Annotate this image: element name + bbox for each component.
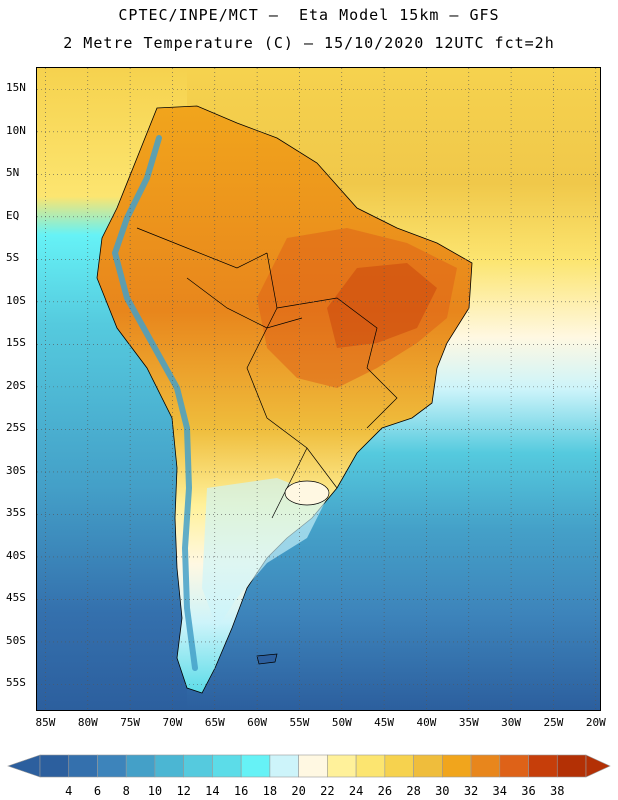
colorbar-tick-label: 28 (406, 784, 421, 798)
colorbar-cell (269, 754, 299, 778)
colorbar-cell (442, 754, 472, 778)
central-hot-core (327, 263, 437, 348)
longitude-label: 60W (247, 716, 268, 729)
colorbar-tick-label: 30 (435, 784, 450, 798)
colorbar-cell (470, 754, 501, 778)
latitude-label: 15S (6, 336, 26, 350)
uruguay-cool-patch (284, 480, 330, 506)
colorbar-cell (298, 754, 328, 778)
colorbar-tick-label: 18 (262, 784, 278, 798)
latitude-label: 45S (6, 591, 26, 605)
colorbar-tick-label: 24 (348, 784, 364, 798)
longitude-label: 65W (204, 716, 225, 729)
latitude-label: 50S (6, 633, 26, 647)
colorbar-low-arrow (7, 754, 41, 778)
latitude-label: 10N (6, 123, 26, 137)
colorbar-tick-label: 20 (291, 784, 306, 798)
colorbar-tick-label: 12 (176, 784, 191, 798)
colorbar-tick-label: 36 (521, 784, 536, 798)
amazon-hot-region (257, 228, 457, 388)
latitude-label: 20S (6, 378, 26, 392)
colorbar-tick-label: 26 (377, 784, 393, 798)
latitude-label: 5N (6, 166, 20, 180)
falkland-islands (256, 653, 278, 665)
colorbar-cell (413, 754, 443, 778)
colorbar-high-arrow (585, 754, 611, 778)
colorbar-cell (240, 754, 271, 778)
colorbar-cell (327, 754, 357, 778)
longitude-label: 35W (458, 716, 479, 729)
colorbar-tick-label: 16 (233, 784, 249, 798)
colorbar-tick-label: 14 (205, 784, 220, 798)
latitude-label: 30S (6, 463, 26, 477)
longitude-label: 45W (374, 716, 395, 729)
colorbar-cell (384, 754, 414, 778)
colorbar-cell (154, 754, 184, 778)
latitude-label: 35S (6, 506, 26, 520)
longitude-label: 20W (585, 716, 606, 729)
colorbar-tick-label: 10 (147, 784, 163, 798)
colorbar-tick-label: 6 (93, 784, 102, 798)
latitude-label: 25S (6, 421, 26, 435)
colorbar-cell (125, 754, 156, 778)
colorbar-cell (183, 754, 213, 778)
colorbar-cell (556, 754, 587, 778)
colorbar-tick-label: 8 (122, 784, 130, 798)
latitude-label: EQ (6, 208, 20, 222)
colorbar-tick-label: 32 (463, 784, 479, 798)
colorbar-cell (355, 754, 386, 778)
longitude-label: 75W (120, 716, 141, 729)
country-borders (136, 227, 398, 519)
colorbar-cell (97, 754, 127, 778)
map-title: CPTEC/INPE/MCT – Eta Model 15km – GFS (118, 6, 500, 24)
map-subtitle: 2 Metre Temperature (C) – 15/10/2020 12U… (63, 34, 555, 52)
longitude-label: 40W (416, 716, 437, 729)
longitude-label: 50W (331, 716, 352, 729)
southern-cool-region (202, 478, 327, 628)
latitude-label: 10S (6, 293, 26, 307)
longitude-label: 25W (543, 716, 564, 729)
longitude-label: 30W (501, 716, 522, 729)
colorbar-tick-label: 22 (320, 784, 335, 798)
longitude-label: 85W (35, 716, 56, 729)
latitude-label: 15N (6, 81, 26, 95)
colorbar-cell (68, 754, 98, 778)
temperature-map-canvas (37, 68, 600, 710)
andes-cold-band (111, 135, 198, 671)
colorbar-cell (212, 754, 242, 778)
colorbar-tick-label: 4 (65, 784, 73, 798)
colorbar-cells (7, 754, 611, 778)
latitude-label: 40S (6, 548, 26, 562)
colorbar-legend (7, 754, 611, 778)
colorbar-tick-label: 38 (550, 784, 565, 798)
colorbar-cell (499, 754, 529, 778)
temperature-map (36, 67, 601, 711)
colorbar-cell (39, 754, 70, 778)
colorbar-cell (528, 754, 558, 778)
latitude-label: 5S (6, 251, 20, 265)
latitude-label: 55S (6, 676, 26, 690)
longitude-label: 70W (162, 716, 183, 729)
colorbar-tick-label: 34 (492, 784, 507, 798)
longitude-label: 55W (289, 716, 310, 729)
longitude-label: 80W (77, 716, 98, 729)
